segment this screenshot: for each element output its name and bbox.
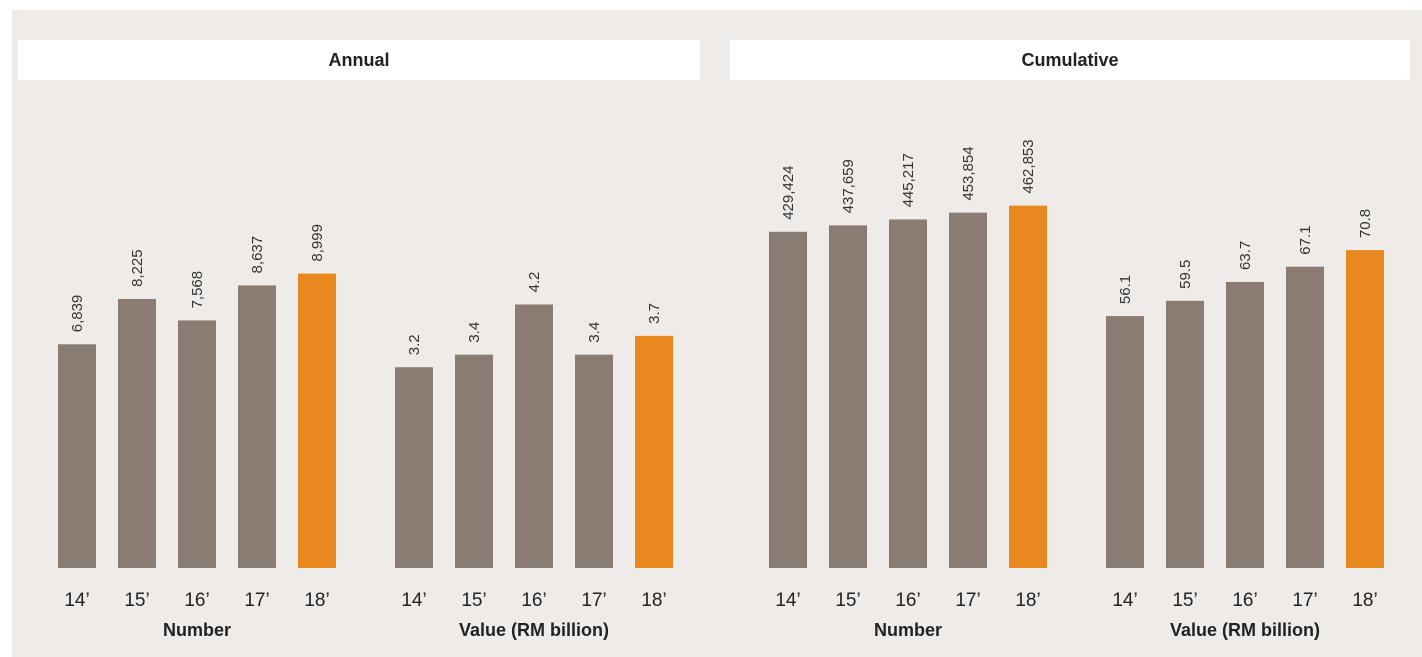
bar-cumulative-number-2	[889, 219, 927, 568]
x-tick-label: 15’	[835, 590, 860, 611]
x-tick-label: 18’	[1352, 590, 1377, 611]
chart-annual-number: 6,839 14’ 8,225 15’ 7,568 16’ 8,637 17’ 8,999 18’…	[58, 224, 336, 640]
value-label: 59.5	[1177, 260, 1194, 289]
x-tick-label: 14’	[401, 590, 426, 611]
value-label: 8,999	[309, 224, 326, 262]
value-label: 4.2	[526, 272, 543, 293]
value-label: 56.1	[1117, 275, 1134, 304]
bar-cumulative-value-1	[1166, 300, 1204, 568]
value-label: 6,839	[69, 295, 86, 333]
value-label: 8,637	[249, 236, 266, 274]
bar-annual-value-1	[455, 354, 493, 568]
bar-cumulative-value-0	[1106, 316, 1144, 568]
value-label: 429,424	[780, 166, 797, 220]
bar-cumulative-number-0	[769, 231, 807, 568]
x-tick-label: 16’	[895, 590, 920, 611]
chart-annual-value: 3.2 14’ 3.4 15’ 4.2 16’ 3.4 17’ 3.7 18’ Value (RM …	[395, 272, 673, 640]
x-tick-label: 14’	[775, 590, 800, 611]
value-label: 437,659	[840, 159, 857, 213]
section-header-annual: Annual	[18, 40, 700, 80]
bar-annual-number-4	[298, 273, 336, 568]
bar-cumulative-number-3	[949, 212, 987, 568]
value-label: 70.8	[1357, 209, 1374, 238]
x-tick-label: 17’	[955, 590, 980, 611]
x-tick-label: 14’	[64, 590, 89, 611]
value-label: 462,853	[1020, 139, 1037, 193]
x-tick-label: 14’	[1112, 590, 1137, 611]
x-tick-label: 18’	[641, 590, 666, 611]
x-tick-label: 15’	[461, 590, 486, 611]
bar-annual-number-3	[238, 285, 276, 568]
value-label: 7,568	[189, 271, 206, 309]
chart-cumulative-number: 429,424 14’ 437,659 15’ 445,217 16’ 453,854 17’…	[769, 139, 1047, 640]
bar-annual-value-4	[635, 335, 673, 568]
bar-cumulative-number-1	[829, 225, 867, 568]
x-axis-title: Number	[163, 620, 231, 640]
x-axis-title: Number	[874, 620, 942, 640]
x-tick-label: 17’	[244, 590, 269, 611]
x-tick-label: 15’	[124, 590, 149, 611]
bar-cumulative-value-3	[1286, 266, 1324, 568]
bar-cumulative-value-4	[1346, 250, 1384, 568]
bar-annual-number-1	[118, 298, 156, 568]
chart-cumulative-value: 56.1 14’ 59.5 15’ 63.7 16’ 67.1 17’ 70.8 18’ Value…	[1106, 209, 1384, 640]
value-label: 63.7	[1237, 241, 1254, 270]
bar-annual-value-2	[515, 304, 553, 568]
value-label: 3.7	[646, 303, 663, 324]
bar-annual-value-3	[575, 354, 613, 568]
x-axis-title: Value (RM billion)	[459, 620, 609, 640]
x-axis-title: Value (RM billion)	[1170, 620, 1320, 640]
bar-annual-number-2	[178, 320, 216, 568]
value-label: 445,217	[900, 153, 917, 207]
x-tick-label: 18’	[1015, 590, 1040, 611]
value-label: 453,854	[960, 146, 977, 200]
x-tick-label: 17’	[1292, 590, 1317, 611]
x-tick-label: 18’	[304, 590, 329, 611]
x-tick-label: 15’	[1172, 590, 1197, 611]
bar-cumulative-number-4	[1009, 205, 1047, 568]
bar-cumulative-value-2	[1226, 281, 1264, 568]
value-label: 3.2	[406, 334, 423, 355]
x-tick-label: 16’	[1232, 590, 1257, 611]
x-tick-label: 17’	[581, 590, 606, 611]
x-tick-label: 16’	[521, 590, 546, 611]
x-tick-label: 16’	[184, 590, 209, 611]
bar-annual-value-0	[395, 367, 433, 568]
bar-annual-number-0	[58, 344, 96, 568]
section-header-cumulative: Cumulative	[730, 40, 1410, 80]
value-label: 3.4	[466, 322, 483, 343]
value-label: 3.4	[586, 322, 603, 343]
value-label: 67.1	[1297, 226, 1314, 255]
value-label: 8,225	[129, 249, 146, 287]
